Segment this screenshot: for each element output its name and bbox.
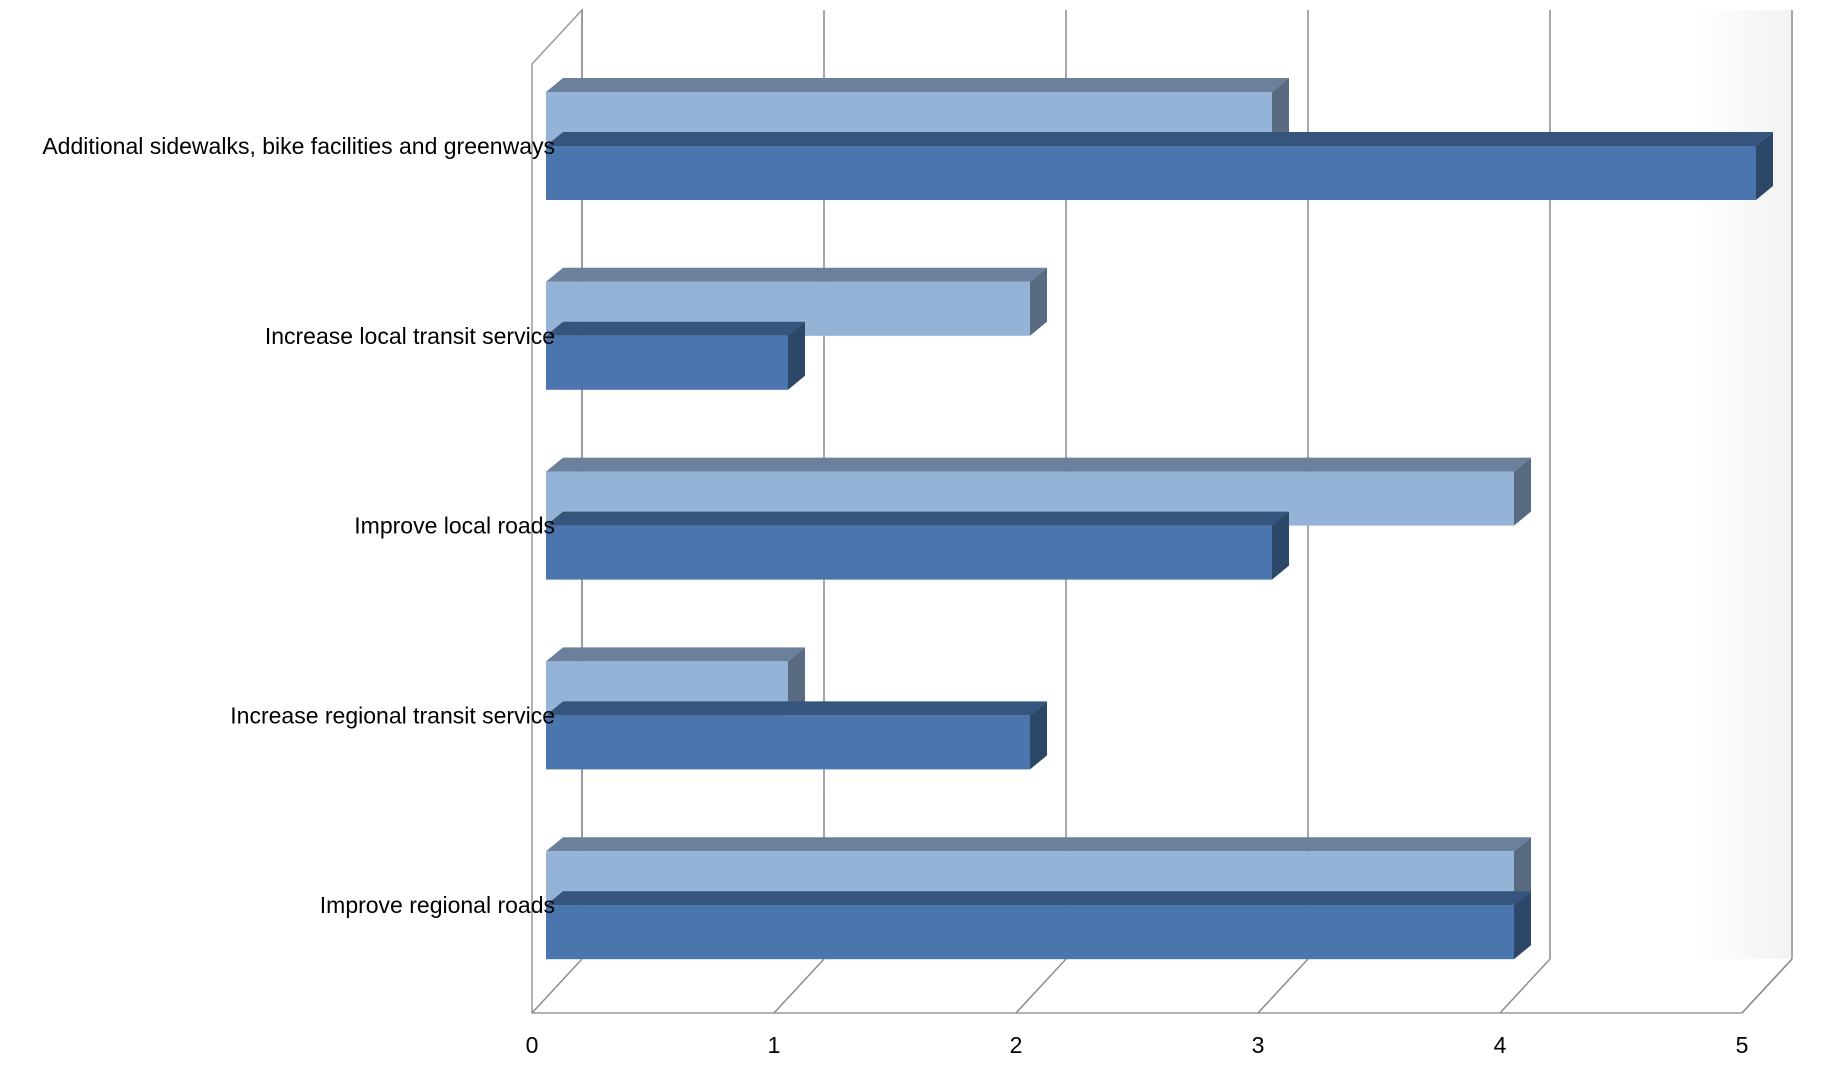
category-label: Increase regional transit service — [230, 702, 555, 728]
bar-top-face — [546, 511, 1289, 526]
bar-top-face — [546, 457, 1531, 472]
bar-side-face — [1514, 891, 1531, 960]
bar-side-face — [1756, 132, 1773, 200]
category-label: Additional sidewalks, bike facilities an… — [42, 133, 555, 159]
bar — [546, 146, 1756, 200]
category-label: Improve regional roads — [320, 892, 555, 918]
floor-gridline — [1015, 958, 1067, 1014]
x-tick-label: 1 — [768, 1032, 781, 1058]
bar-top-face — [546, 321, 805, 336]
bar-side-face — [1030, 701, 1047, 770]
bar — [546, 715, 1030, 770]
bar-top-face — [546, 267, 1047, 282]
bar-top-face — [546, 891, 1531, 906]
x-tick-label: 5 — [1736, 1032, 1749, 1058]
x-tick-label: 0 — [526, 1032, 539, 1058]
bar-side-face — [1030, 267, 1047, 336]
bar-side-face — [1514, 837, 1531, 906]
bar — [546, 335, 788, 390]
floor-gridline — [773, 958, 825, 1014]
category-labels: Additional sidewalks, bike facilities an… — [42, 133, 555, 918]
bar-top-face — [546, 647, 805, 662]
x-tick-label: 2 — [1010, 1032, 1023, 1058]
bar-side-face — [1272, 511, 1289, 580]
bar-top-face — [546, 701, 1047, 716]
bar-top-face — [546, 78, 1289, 92]
category-label: Improve local roads — [354, 513, 555, 539]
floor-gridline — [531, 958, 583, 1014]
x-tick-label: 3 — [1252, 1032, 1265, 1058]
bar-side-face — [1514, 457, 1531, 526]
x-tick-labels: 0 1 2 3 4 5 — [526, 1032, 1749, 1058]
bar-side-face — [1272, 78, 1289, 146]
bars — [546, 78, 1773, 960]
floor-gridline — [1741, 958, 1793, 1014]
bar-side-face — [788, 647, 805, 716]
bar — [546, 905, 1514, 960]
bar-side-face — [788, 321, 805, 390]
bar — [546, 525, 1272, 580]
floor-gridline — [1499, 958, 1551, 1014]
floor-gridline — [1257, 958, 1309, 1014]
bar-top-face — [546, 132, 1773, 146]
x-tick-label: 4 — [1494, 1032, 1507, 1058]
bar-top-face — [546, 837, 1531, 852]
category-label: Increase local transit service — [265, 323, 555, 349]
